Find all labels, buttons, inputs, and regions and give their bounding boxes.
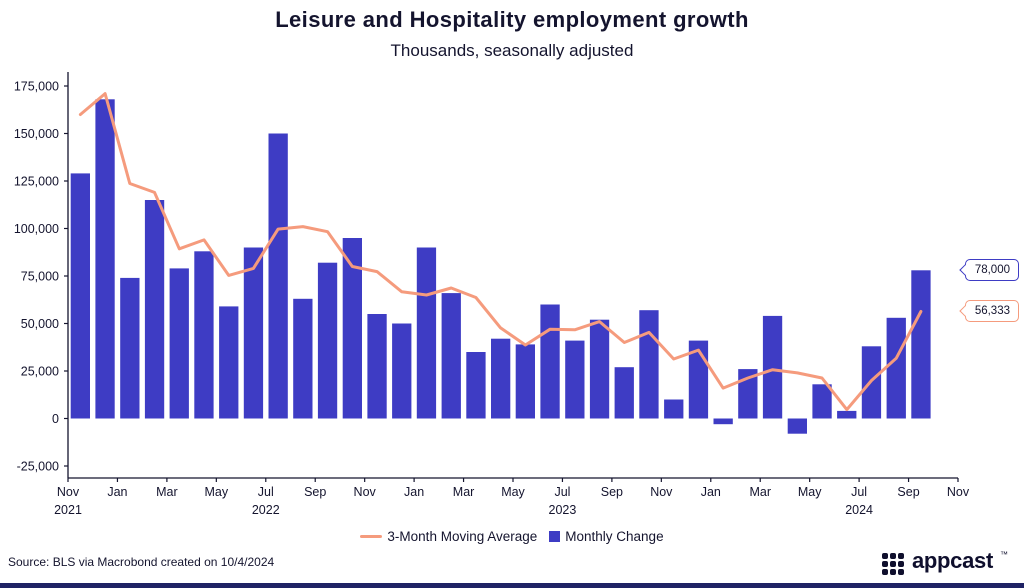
x-tick-label: Sep — [601, 485, 623, 499]
x-tick-label: May — [205, 485, 229, 499]
monthly-change-bar — [268, 133, 288, 419]
callout-last-ma: 56,333 — [964, 300, 1019, 323]
legend-item-monthly-change: Monthly Change — [549, 529, 664, 544]
monthly-change-bar — [144, 200, 165, 419]
y-tick-label: 25,000 — [21, 365, 59, 379]
x-year-label: 2023 — [549, 503, 577, 517]
x-tick-label: Mar — [453, 485, 475, 499]
x-year-label: 2022 — [252, 503, 280, 517]
monthly-change-bar — [639, 310, 659, 419]
moving-average-line — [78, 92, 923, 412]
monthly-change-bar — [589, 319, 610, 419]
monthly-change-bar — [911, 270, 931, 419]
y-tick-label: 125,000 — [14, 175, 59, 189]
appcast-logo-trademark: ™ — [1000, 550, 1008, 559]
monthly-change-bar — [540, 304, 560, 419]
x-tick-label: Mar — [749, 485, 771, 499]
monthly-change-bar — [243, 247, 264, 419]
callout-last-bar-value: 78,000 — [974, 264, 1010, 276]
monthly-change-bar — [169, 268, 189, 419]
appcast-logo-text: appcast — [911, 548, 993, 573]
bottom-border — [0, 583, 1024, 588]
monthly-change-bar — [812, 384, 832, 419]
monthly-change-bar — [416, 247, 437, 419]
x-tick-label: Nov — [650, 485, 673, 499]
y-tick-label: 75,000 — [21, 270, 59, 284]
monthly-change-bar — [441, 293, 461, 419]
y-tick-label: 175,000 — [14, 80, 59, 94]
monthly-change-bar — [70, 173, 90, 419]
y-tick-label: 0 — [52, 412, 59, 426]
monthly-change-bar — [886, 317, 906, 419]
callout-last-ma-value: 56,333 — [974, 305, 1010, 317]
x-tick-label: Jan — [404, 485, 424, 499]
monthly-change-bar — [342, 238, 362, 419]
monthly-change-bar — [565, 340, 585, 419]
appcast-dots-icon — [881, 552, 905, 576]
x-tick-label: Jan — [107, 485, 127, 499]
monthly-change-bar — [614, 367, 634, 419]
x-year-label: 2021 — [54, 503, 82, 517]
monthly-change-bar — [392, 323, 412, 419]
appcast-logo: appcast ™ — [881, 548, 1008, 576]
monthly-change-bar — [837, 410, 857, 419]
monthly-change-bar — [194, 251, 214, 419]
x-tick-label: Nov — [57, 485, 80, 499]
legend-label-monthly-change: Monthly Change — [565, 529, 664, 544]
x-tick-label: Sep — [897, 485, 919, 499]
monthly-change-bar — [367, 314, 387, 419]
y-tick-label: 100,000 — [14, 222, 59, 236]
x-tick-label: May — [501, 485, 525, 499]
x-tick-label: Jul — [851, 485, 867, 499]
monthly-change-bar — [95, 99, 115, 419]
legend-item-moving-average: 3-Month Moving Average — [360, 529, 537, 544]
x-tick-label: Jul — [258, 485, 274, 499]
x-tick-label: Jul — [554, 485, 570, 499]
legend-label-moving-average: 3-Month Moving Average — [387, 529, 538, 544]
monthly-change-bar — [120, 277, 140, 419]
x-tick-label: Nov — [947, 485, 970, 499]
monthly-change-bar — [317, 262, 338, 419]
callout-last-bar: 78,000 — [964, 259, 1019, 282]
page-title: Leisure and Hospitality employment growt… — [275, 7, 749, 32]
y-tick-label: 50,000 — [21, 317, 59, 331]
chart-svg: 175,000 150,000 125,000 100,000 75,000 50,000… — [14, 72, 970, 517]
monthly-change-bar — [515, 344, 535, 419]
x-year-label: 2024 — [845, 503, 873, 517]
y-tick-label: -25,000 — [17, 460, 59, 474]
moving-average-line-swatch — [360, 534, 383, 539]
monthly-change-bar — [466, 352, 486, 419]
monthly-change-bar — [491, 338, 511, 419]
monthly-change-bar — [219, 306, 239, 419]
monthly-change-bar — [713, 418, 733, 425]
page-subtitle: Thousands, seasonally adjusted — [390, 41, 634, 60]
x-tick-label: Nov — [354, 485, 377, 499]
x-tick-label: Jan — [701, 485, 721, 499]
monthly-change-bar — [787, 418, 807, 434]
source-note: Source: BLS via Macrobond created on 10/… — [8, 555, 275, 569]
monthly-change-bar — [293, 298, 313, 419]
x-tick-label: Mar — [156, 485, 178, 499]
x-tick-label: Sep — [304, 485, 326, 499]
monthly-change-square-swatch — [549, 531, 561, 542]
x-tick-label: May — [798, 485, 822, 499]
monthly-change-bar — [762, 315, 783, 419]
y-tick-label: 150,000 — [14, 127, 59, 141]
monthly-change-bar — [664, 399, 684, 419]
chart-legend: 3-Month Moving Average Monthly Change — [0, 529, 1024, 544]
